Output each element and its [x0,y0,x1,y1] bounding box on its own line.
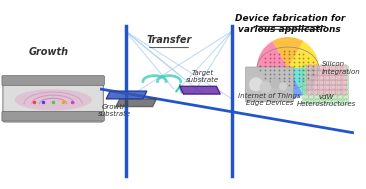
Text: Device fabrication for
various applications: Device fabrication for various applicati… [235,14,345,34]
Wedge shape [272,68,303,99]
FancyBboxPatch shape [2,111,104,121]
Ellipse shape [15,89,92,110]
Text: vdW
Heterostructures: vdW Heterostructures [297,94,356,107]
Text: Target
substrate: Target substrate [186,70,220,83]
Text: Growth: Growth [29,47,69,57]
FancyBboxPatch shape [3,78,103,122]
Polygon shape [180,86,220,94]
Polygon shape [116,99,157,107]
Text: Growth
substrate: Growth substrate [97,104,131,117]
Wedge shape [257,41,288,68]
Wedge shape [288,68,319,95]
FancyBboxPatch shape [245,67,294,102]
Wedge shape [272,37,303,68]
Polygon shape [106,91,147,99]
FancyBboxPatch shape [2,76,104,85]
Wedge shape [288,41,319,68]
Text: Transfer: Transfer [146,35,192,45]
Wedge shape [257,68,288,95]
Circle shape [260,81,272,93]
Circle shape [270,79,280,88]
Text: Silicon
Integration: Silicon Integration [322,61,361,75]
Text: Internet of Things
Edge Devices: Internet of Things Edge Devices [238,93,301,106]
Circle shape [249,78,263,91]
Circle shape [279,82,287,90]
